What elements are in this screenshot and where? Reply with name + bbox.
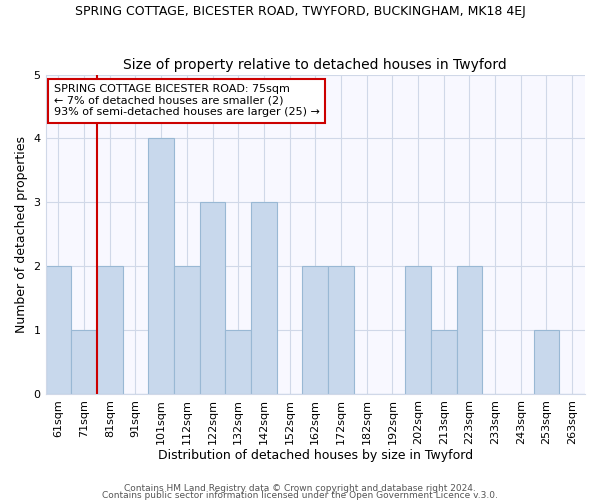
Bar bbox=[97, 266, 122, 394]
Bar bbox=[405, 266, 431, 394]
Bar bbox=[200, 202, 226, 394]
X-axis label: Distribution of detached houses by size in Twyford: Distribution of detached houses by size … bbox=[158, 450, 473, 462]
Text: SPRING COTTAGE BICESTER ROAD: 75sqm
← 7% of detached houses are smaller (2)
93% : SPRING COTTAGE BICESTER ROAD: 75sqm ← 7%… bbox=[53, 84, 320, 117]
Bar bbox=[457, 266, 482, 394]
Bar bbox=[174, 266, 200, 394]
Bar bbox=[71, 330, 97, 394]
Text: Contains public sector information licensed under the Open Government Licence v.: Contains public sector information licen… bbox=[102, 492, 498, 500]
Bar bbox=[328, 266, 354, 394]
Text: Contains HM Land Registry data © Crown copyright and database right 2024.: Contains HM Land Registry data © Crown c… bbox=[124, 484, 476, 493]
Bar bbox=[148, 138, 174, 394]
Bar bbox=[302, 266, 328, 394]
Bar bbox=[251, 202, 277, 394]
Bar bbox=[226, 330, 251, 394]
Y-axis label: Number of detached properties: Number of detached properties bbox=[15, 136, 28, 333]
Bar bbox=[533, 330, 559, 394]
Title: Size of property relative to detached houses in Twyford: Size of property relative to detached ho… bbox=[124, 58, 507, 72]
Text: SPRING COTTAGE, BICESTER ROAD, TWYFORD, BUCKINGHAM, MK18 4EJ: SPRING COTTAGE, BICESTER ROAD, TWYFORD, … bbox=[74, 5, 526, 18]
Bar bbox=[46, 266, 71, 394]
Bar bbox=[431, 330, 457, 394]
